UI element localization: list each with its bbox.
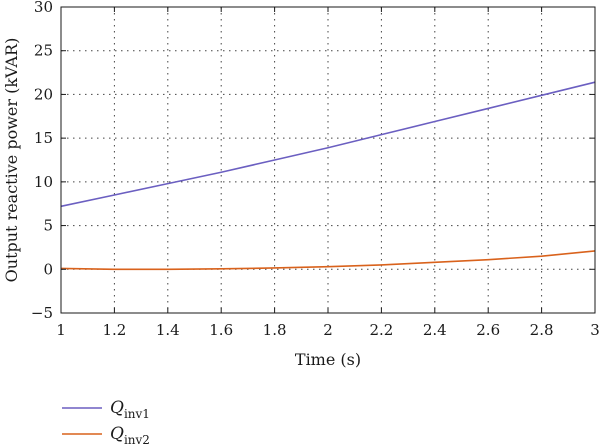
series-line-inv2 — [60, 250, 596, 271]
legend: Qinv1 Qinv2 — [62, 398, 150, 446]
x-tick-label: 3 — [590, 321, 600, 339]
x-tick-label: 2.2 — [369, 321, 393, 339]
y-tick-label: 5 — [43, 217, 53, 235]
y-axis-title: Output reactive power (kVAR) — [2, 38, 21, 283]
y-tick-label: 25 — [34, 42, 53, 60]
x-tick-label: 1.2 — [102, 321, 126, 339]
x-tick-label: 2.8 — [530, 321, 554, 339]
x-tick-labels: 1 1.2 1.4 1.6 1.8 2 2.2 2.4 2.6 2.8 3 — [56, 321, 600, 339]
x-tick-label: 2 — [323, 321, 333, 339]
series-layer — [60, 81, 596, 271]
x-tick-label: 2.4 — [423, 321, 447, 339]
y-tick-label: 30 — [34, 0, 53, 16]
legend-subscript-inv2: inv2 — [124, 433, 150, 446]
y-tick-label: −5 — [31, 304, 53, 322]
legend-label-inv2: Qinv2 — [110, 424, 150, 446]
x-tick-label: 1.4 — [156, 321, 180, 339]
ticks — [60, 6, 596, 314]
series-line-inv1 — [60, 81, 596, 208]
legend-label-inv1: Qinv1 — [110, 398, 150, 421]
grid — [61, 7, 595, 313]
x-axis-title: Time (s) — [295, 350, 361, 369]
y-tick-label: 10 — [34, 173, 53, 191]
y-tick-label: 0 — [43, 260, 53, 278]
x-tick-label: 2.6 — [476, 321, 500, 339]
y-tick-label: 15 — [34, 129, 53, 147]
y-tick-labels: −5 0 5 10 15 20 25 30 — [31, 0, 53, 322]
legend-subscript-inv1: inv1 — [124, 407, 150, 421]
x-tick-label: 1.6 — [209, 321, 233, 339]
x-tick-label: 1 — [56, 321, 66, 339]
x-tick-label: 1.8 — [263, 321, 287, 339]
y-tick-label: 20 — [34, 85, 53, 103]
